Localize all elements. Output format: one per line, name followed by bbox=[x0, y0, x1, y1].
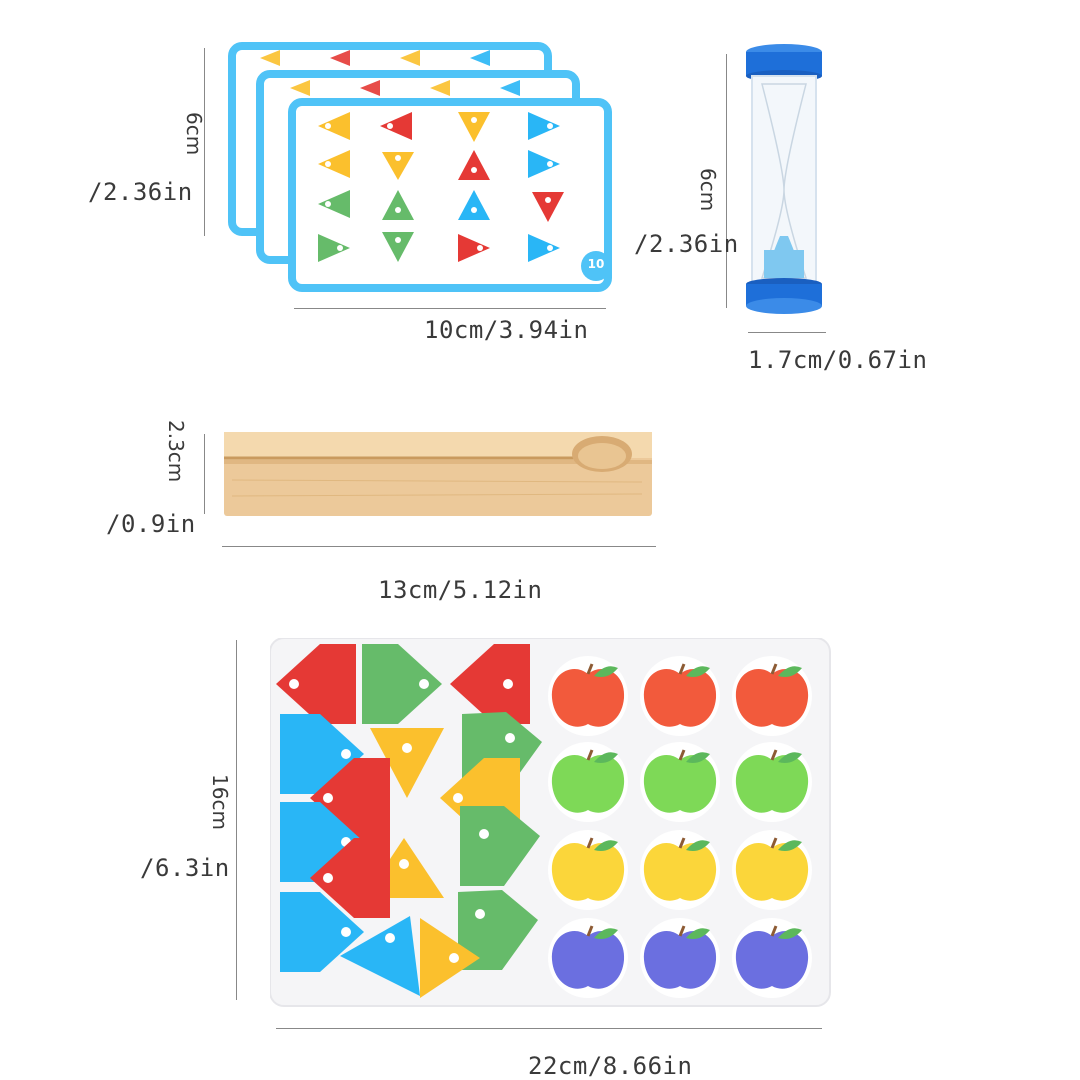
apple-piece bbox=[732, 656, 812, 736]
cards-illustration: 10 bbox=[220, 40, 620, 300]
board-width-line bbox=[276, 1028, 822, 1029]
timer-height-line bbox=[726, 54, 727, 308]
apple-piece bbox=[732, 830, 812, 910]
apple-piece bbox=[732, 742, 812, 822]
timer-width-line bbox=[748, 332, 826, 333]
apple-piece bbox=[732, 918, 812, 998]
apple-piece bbox=[640, 742, 720, 822]
stand-height-in: /0.9in bbox=[106, 510, 196, 538]
cards-width-label: 10cm/3.94in bbox=[424, 316, 589, 344]
timer-height-cm: 6cm bbox=[696, 168, 720, 212]
timer-width-label: 1.7cm/0.67in bbox=[748, 346, 928, 374]
stand-height-cm: 2.3cm bbox=[164, 420, 188, 483]
apple-piece bbox=[548, 830, 628, 910]
cards-width-line bbox=[294, 308, 606, 309]
wooden-stand-illustration bbox=[222, 430, 654, 518]
board-height-cm: 16cm bbox=[208, 774, 232, 830]
stand-width-label: 13cm/5.12in bbox=[378, 576, 543, 604]
apple-piece bbox=[548, 656, 628, 736]
apple-piece bbox=[640, 918, 720, 998]
puzzle-board-illustration bbox=[270, 638, 832, 1008]
apple-piece bbox=[548, 742, 628, 822]
card-number-badge: 10 bbox=[587, 257, 605, 271]
stand-height-line bbox=[204, 434, 205, 514]
timer-height-in: /2.36in bbox=[634, 230, 739, 258]
apple-piece bbox=[640, 830, 720, 910]
stand-width-line bbox=[222, 546, 656, 547]
cards-height-line bbox=[204, 48, 205, 236]
apple-piece bbox=[640, 656, 720, 736]
board-width-label: 22cm/8.66in bbox=[528, 1052, 693, 1080]
board-height-line bbox=[236, 640, 237, 1000]
apple-piece bbox=[548, 918, 628, 998]
cards-height-cm: 6cm bbox=[182, 112, 206, 156]
board-height-in: /6.3in bbox=[140, 854, 230, 882]
sand-timer-illustration bbox=[740, 40, 830, 320]
cards-height-in: /2.36in bbox=[88, 178, 193, 206]
